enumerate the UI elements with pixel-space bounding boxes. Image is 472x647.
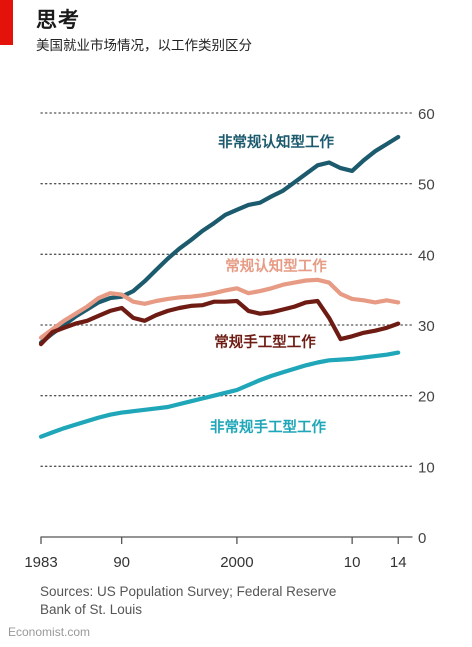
chart-title: 思考 [36,8,80,32]
x-tick-label: 2000 [220,554,253,571]
line-chart: 0 10 20 30 40 50 60 1983 90 2000 10 14 非常规认知型工作常规认知型… [24,106,435,571]
y-tick-label: 60 [418,106,435,123]
source-line-2: Bank of St. Louis [40,602,143,617]
x-tick-label: 90 [113,554,130,571]
x-tick-label: 1983 [24,554,57,571]
x-tick-label: 10 [344,554,361,571]
accent-bar [0,0,13,45]
source-line-1: Sources: US Population Survey; Federal R… [40,584,337,599]
source-note: Sources: US Population Survey; Federal R… [40,583,336,619]
series-label: 常规手工型工作 [214,333,316,351]
series-label: 常规认知型工作 [225,257,327,275]
series-line-routine_cognitive [38,277,401,340]
series-label: 非常规手工型工作 [210,418,326,436]
y-tick-label: 50 [418,177,435,194]
brand-logo: Economist.com [8,625,91,639]
y-tick-label: 30 [418,318,435,335]
y-tick-label: 40 [418,247,435,264]
x-tick-label: 14 [390,554,407,571]
y-tick-label: 0 [418,530,426,547]
chart-subtitle: 美国就业市场情况，以工作类别区分 [36,38,252,54]
y-tick-label: 10 [418,459,435,476]
series-line-nonroutine_cognitive [38,134,401,345]
series-label: 非常规认知型工作 [218,133,334,151]
y-tick-label: 20 [418,389,435,406]
series-line-nonroutine_manual [38,350,401,439]
series-line-routine_manual [38,298,401,347]
